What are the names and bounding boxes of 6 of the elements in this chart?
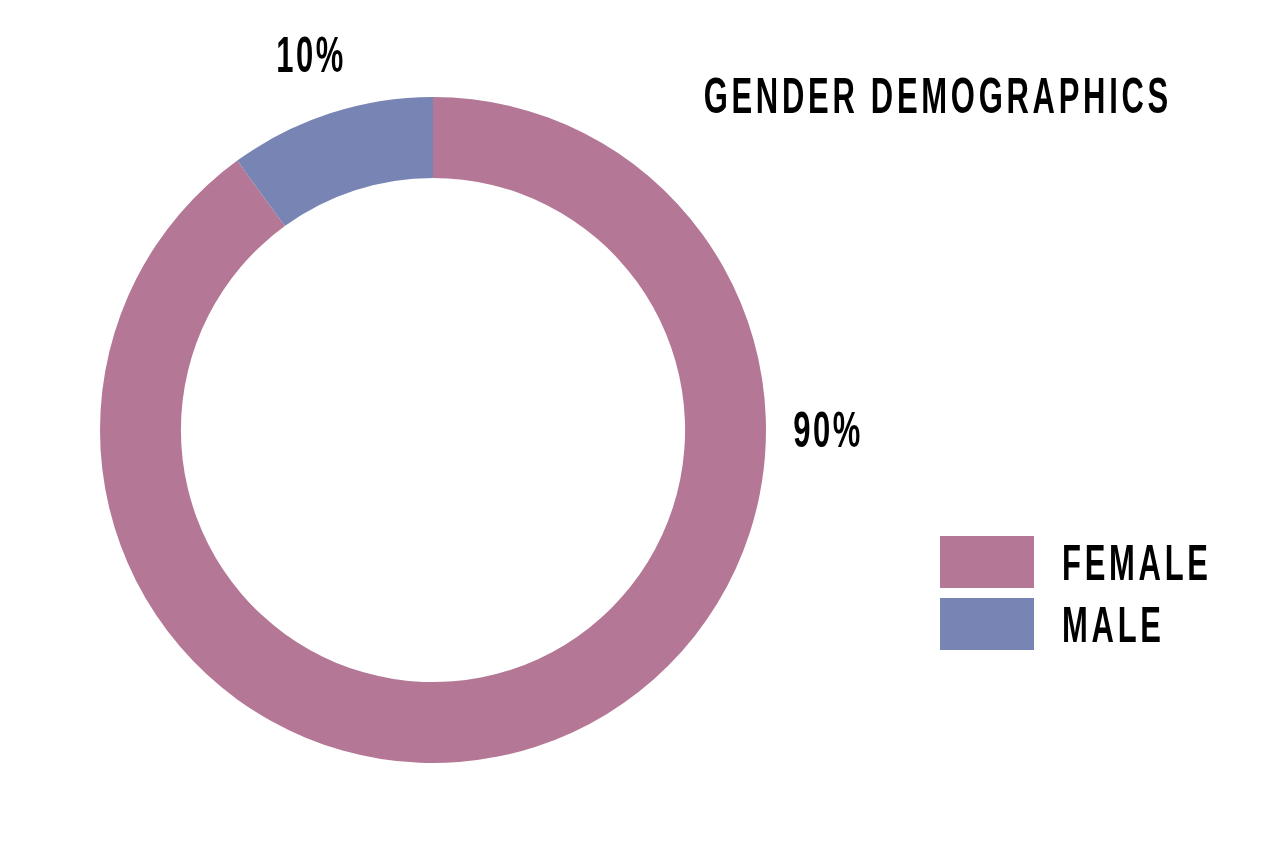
legend-label: MALE bbox=[1062, 596, 1165, 654]
data-label: 90% bbox=[793, 401, 863, 459]
text: GENDER DEMOGRAPHICS bbox=[703, 67, 1172, 125]
data-label: 10% bbox=[276, 26, 346, 83]
donut-slice bbox=[237, 97, 433, 227]
legend-label: FEMALE bbox=[1062, 534, 1212, 592]
